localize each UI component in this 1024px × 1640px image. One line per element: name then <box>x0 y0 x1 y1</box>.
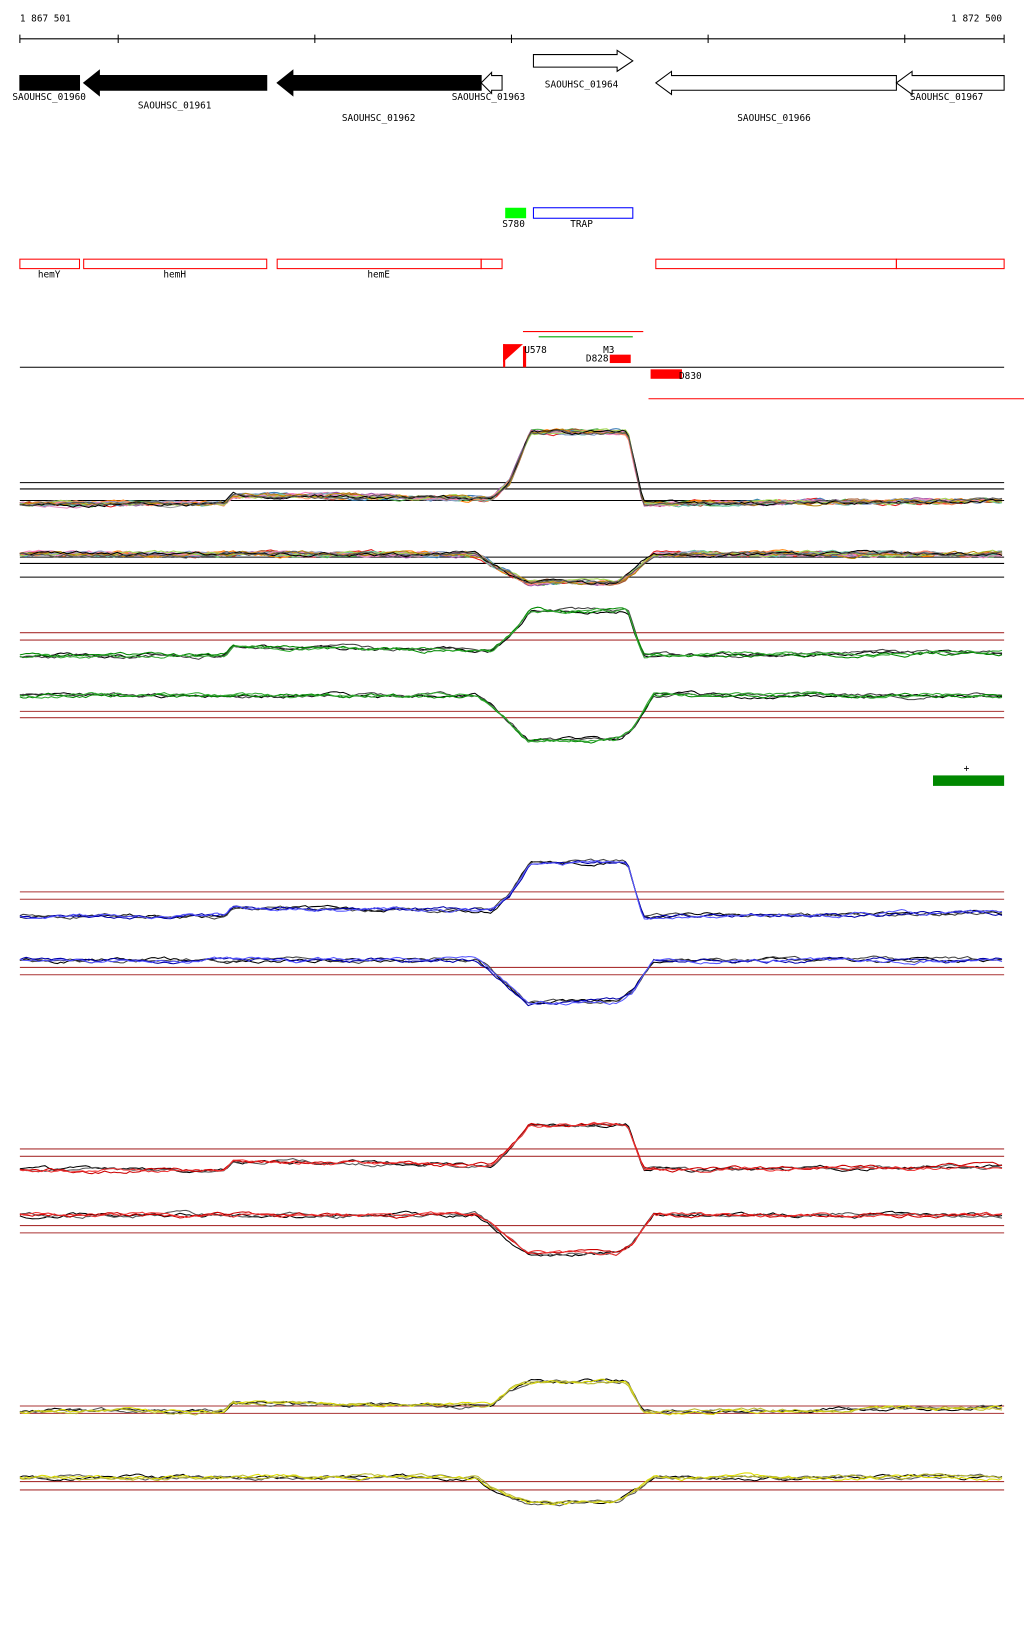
trace <box>19 858 1003 920</box>
trace <box>19 1378 1003 1416</box>
trace <box>19 1123 1003 1174</box>
trace <box>19 428 1003 507</box>
trace <box>19 429 1003 508</box>
trace <box>19 428 1003 508</box>
operon-label: hemY <box>38 269 61 280</box>
trace <box>19 956 1003 1005</box>
trace <box>19 691 1003 743</box>
gene-label: SAOUHSC_01961 <box>138 100 212 111</box>
trace <box>19 431 1003 507</box>
operon-label: hemH <box>163 269 186 280</box>
trace <box>19 1211 1003 1257</box>
trace <box>19 428 1003 507</box>
trace <box>19 429 1003 509</box>
trace <box>19 549 1003 584</box>
gene-label: SAOUHSC_01966 <box>737 113 811 124</box>
gene-label: SAOUHSC_01964 <box>545 79 619 90</box>
gene-label: SAOUHSC_01963 <box>452 92 526 103</box>
trace <box>19 429 1003 507</box>
transcript-label: U578 <box>524 345 547 356</box>
genes <box>19 49 1005 97</box>
ruler-end: 1 872 500 <box>951 13 1002 24</box>
trace <box>19 1378 1003 1414</box>
trace <box>19 429 1003 509</box>
trace <box>19 549 1003 586</box>
trace <box>19 428 1003 508</box>
trace <box>19 428 1003 507</box>
trace <box>19 860 1003 920</box>
trace <box>19 1210 1003 1257</box>
trace <box>19 1472 1003 1506</box>
trace <box>19 955 1003 1006</box>
feature-label: TRAP <box>570 219 593 230</box>
trace <box>19 430 1003 508</box>
gene-label: SAOUHSC_01960 <box>12 92 86 103</box>
trace <box>19 430 1003 507</box>
trace <box>19 1473 1003 1504</box>
trace <box>19 860 1003 920</box>
operon-label: hemE <box>367 269 390 280</box>
trace <box>19 955 1003 1004</box>
feature <box>532 207 634 219</box>
trace <box>19 428 1003 506</box>
trace <box>19 956 1003 1007</box>
trace <box>19 1121 1003 1173</box>
trace <box>19 429 1003 507</box>
traces <box>19 428 1005 1507</box>
gene-label: SAOUHSC_01962 <box>342 113 416 124</box>
trace <box>19 1379 1003 1415</box>
transcripts <box>503 331 1024 400</box>
transcript-label: D828 <box>586 353 609 364</box>
trace <box>19 691 1003 743</box>
trace <box>19 1211 1003 1255</box>
operons <box>19 258 1005 270</box>
trace <box>19 429 1003 507</box>
transcript-label: D830 <box>679 371 702 382</box>
trace <box>19 550 1003 586</box>
trace <box>19 860 1003 920</box>
trace <box>19 431 1003 508</box>
transcript-label: M3 <box>603 345 614 356</box>
marker-bar <box>933 775 1005 786</box>
trace <box>19 1380 1003 1416</box>
feature-label: S780 <box>502 219 525 230</box>
marker-label: + <box>964 764 970 775</box>
ruler-line <box>19 34 1005 44</box>
gene-label: SAOUHSC_01967 <box>910 92 984 103</box>
trace <box>19 607 1003 659</box>
ruler-start: 1 867 501 <box>20 13 71 24</box>
feature <box>505 207 527 219</box>
